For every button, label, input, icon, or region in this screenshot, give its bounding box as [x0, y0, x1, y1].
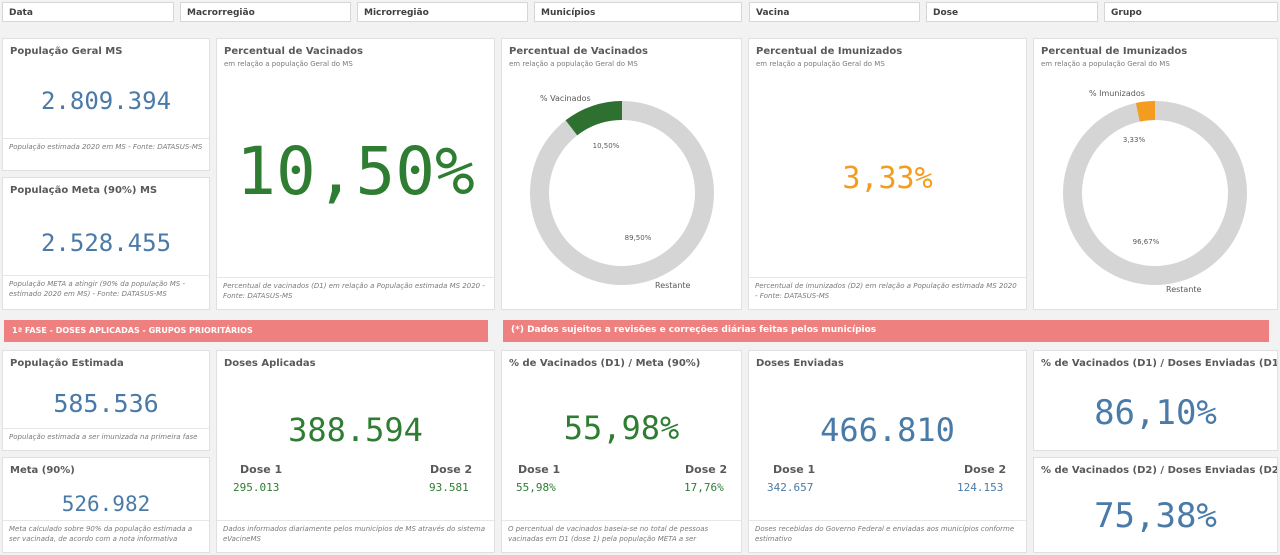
perc-vac-card: Percentual de Vacinados em relação a pop… — [216, 38, 495, 310]
imu-rest-slice — [1062, 101, 1247, 285]
vac-label-slice: % Vacinados — [540, 94, 591, 103]
doses-env-title: Doses Enviadas — [756, 358, 844, 369]
banner-phase: 1ª FASE - DOSES APLICADAS - GRUPOS PRIOR… — [4, 320, 488, 342]
imu-label-rest: Restante — [1166, 285, 1202, 294]
perc-d2-env-title: % de Vacinados (D2) / Doses Enviadas (D2… — [1041, 465, 1278, 476]
perc-meta-dose2-value: 17,76% — [684, 481, 724, 494]
perc-vac-value: 10,50% — [236, 133, 475, 210]
perc-vac-title: Percentual de Vacinados — [224, 46, 363, 57]
filter-vacina[interactable]: Vacina — [749, 2, 920, 22]
pop-meta-value: 2.528.455 — [40, 229, 172, 257]
vac-donut-chart: % Vacinados 10,50% 89,50% Restante — [529, 94, 714, 290]
filter-microrregiao[interactable]: Microrregião — [357, 2, 528, 22]
doses-apl-dose2-label: Dose 2 — [430, 463, 473, 476]
imu-donut-card: Percentual de Imunizados em relação a po… — [1033, 38, 1278, 310]
vac-pct-rest: 89,50% — [625, 234, 652, 242]
pop-est-card: População Estimada 585.536 População est… — [2, 350, 210, 451]
pop-est-value: 585.536 — [53, 389, 159, 418]
meta-card: Meta (90%) 526.982 Meta calculado sobre … — [2, 457, 210, 553]
doses-apl-title: Doses Aplicadas — [224, 358, 316, 369]
imu-label-slice: % Imunizados — [1089, 89, 1145, 98]
pop-meta-card: População Meta (90%) MS 2.528.455 Popula… — [2, 177, 210, 310]
pop-geral-value: 2.809.394 — [40, 87, 172, 115]
doses-env-footer: Doses recebidas do Governo Federal e env… — [749, 520, 1026, 552]
doses-env-dose2-label: Dose 2 — [964, 463, 1007, 476]
doses-env-dose1-value: 342.657 — [767, 481, 814, 494]
vac-label-rest: Restante — [655, 281, 691, 290]
filter-dose[interactable]: Dose — [926, 2, 1098, 22]
vac-donut-card: Percentual de Vacinados em relação a pop… — [501, 38, 742, 310]
perc-meta-card: % de Vacinados (D1) / Meta (90%) 55,98% … — [501, 350, 742, 553]
perc-imu-title: Percentual de Imunizados — [756, 46, 903, 57]
meta-title: Meta (90%) — [10, 465, 75, 476]
vac-donut-subtitle: em relação a população Geral do MS — [509, 60, 638, 68]
vac-pct-slice: 10,50% — [593, 142, 620, 150]
perc-meta-title: % de Vacinados (D1) / Meta (90%) — [509, 358, 701, 369]
pop-est-footer: População estimada a ser imunizada na pr… — [3, 428, 209, 450]
pop-meta-title: População Meta (90%) MS — [10, 185, 158, 196]
doses-apl-dose1-value: 295.013 — [233, 481, 280, 494]
doses-apl-footer: Dados informados diariamente pelos munic… — [217, 520, 494, 552]
pop-est-title: População Estimada — [10, 358, 124, 369]
filter-data[interactable]: Data — [2, 2, 174, 22]
perc-meta-value: 55,98% — [563, 409, 680, 447]
imu-donut-subtitle: em relação a população Geral do MS — [1041, 60, 1170, 68]
filter-grupo[interactable]: Grupo — [1104, 2, 1278, 22]
vac-rest-slice — [529, 101, 714, 285]
filter-macrorregiao[interactable]: Macrorregião — [180, 2, 351, 22]
doses-apl-card: Doses Aplicadas 388.594 Dose 1 295.013 D… — [216, 350, 495, 553]
vac-slice — [565, 101, 622, 136]
perc-d1-env-card: % de Vacinados (D1) / Doses Enviadas (D1… — [1033, 350, 1278, 451]
perc-vac-subtitle: em relação a população Geral do MS — [224, 60, 353, 68]
perc-meta-dose2-label: Dose 2 — [685, 463, 728, 476]
perc-meta-dose1-value: 55,98% — [516, 481, 556, 494]
doses-env-card: Doses Enviadas 466.810 Dose 1 342.657 Do… — [748, 350, 1027, 553]
perc-vac-footer: Percentual de vacinados (D1) em relação … — [217, 277, 494, 309]
doses-apl-dose1-label: Dose 1 — [240, 463, 283, 476]
doses-env-dose2-value: 124.153 — [957, 481, 1004, 494]
filter-municipios[interactable]: Municípios — [534, 2, 742, 22]
doses-apl-dose2-value: 93.581 — [429, 481, 469, 494]
perc-imu-footer: Percentual de imunizados (D2) em relação… — [749, 277, 1026, 309]
perc-d1-env-title: % de Vacinados (D1) / Doses Enviadas (D1… — [1041, 358, 1278, 369]
pop-geral-footer: População estimada 2020 em MS - Fonte: D… — [3, 138, 209, 170]
doses-env-dose1-label: Dose 1 — [773, 463, 816, 476]
imu-pct-slice: 3,33% — [1123, 136, 1146, 144]
banner-notice: (*) Dados sujeitos a revisões e correçõe… — [503, 320, 1269, 342]
meta-footer: Meta calculado sobre 90% da população es… — [3, 520, 209, 552]
perc-d2-env-value: 75,38% — [1094, 496, 1217, 536]
imu-donut-title: Percentual de Imunizados — [1041, 46, 1188, 57]
doses-env-value: 466.810 — [820, 411, 955, 449]
perc-meta-footer: O percentual de vacinados baseia-se no t… — [502, 520, 741, 552]
perc-d1-env-value: 86,10% — [1094, 393, 1217, 433]
pop-geral-card: População Geral MS 2.809.394 População e… — [2, 38, 210, 171]
perc-d2-env-card: % de Vacinados (D2) / Doses Enviadas (D2… — [1033, 457, 1278, 553]
imu-slice — [1135, 101, 1155, 122]
meta-value: 526.982 — [61, 492, 151, 516]
imu-donut-chart: % Imunizados 3,33% 96,67% Restante — [1062, 89, 1247, 294]
doses-apl-value: 388.594 — [288, 411, 423, 449]
pop-geral-title: População Geral MS — [10, 46, 123, 57]
perc-meta-dose1-label: Dose 1 — [518, 463, 561, 476]
perc-imu-card: Percentual de Imunizados em relação a po… — [748, 38, 1027, 310]
pop-meta-footer: População META a atingir (90% da populaç… — [3, 275, 209, 309]
imu-pct-rest: 96,67% — [1133, 238, 1160, 246]
perc-imu-subtitle: em relação a população Geral do MS — [756, 60, 885, 68]
vac-donut-title: Percentual de Vacinados — [509, 46, 648, 57]
perc-imu-value: 3,33% — [842, 161, 933, 196]
